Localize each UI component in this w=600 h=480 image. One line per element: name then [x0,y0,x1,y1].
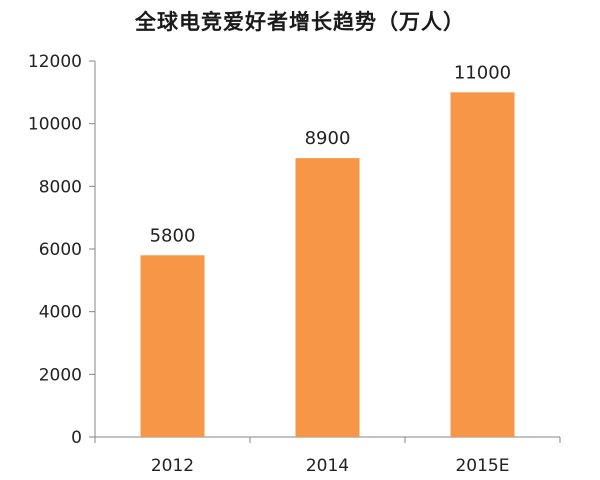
bar-2012 [140,255,205,437]
x-tick-label-2015E: 2015E [455,456,509,476]
y-tick-label: 6000 [39,240,82,260]
data-label-2015E: 11000 [454,62,511,83]
y-tick-label: 2000 [39,365,82,385]
data-label-2014: 8900 [305,128,351,149]
x-tick-label-2014: 2014 [306,456,349,476]
data-label-2012: 5800 [150,225,196,246]
bar-2015E [450,92,515,437]
x-tick-label-2012: 2012 [151,456,194,476]
y-tick-label: 4000 [39,303,82,323]
bar-2014 [295,158,360,437]
y-tick-label: 8000 [39,177,82,197]
chart-title: 全球电竞爱好者增长趋势（万人） [135,10,465,34]
y-tick-label: 12000 [28,52,82,72]
y-tick-label: 0 [71,428,82,448]
y-tick-label: 10000 [28,115,82,135]
